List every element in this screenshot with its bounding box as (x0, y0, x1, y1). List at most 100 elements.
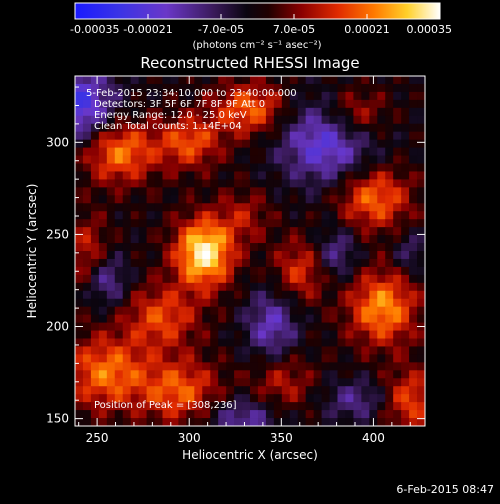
heatmap-cell (178, 171, 187, 180)
heatmap-cell (114, 282, 124, 292)
heatmap-cell (90, 314, 100, 323)
heatmap-cell (75, 378, 84, 387)
heatmap-cell (90, 187, 100, 196)
heatmap-cell (353, 338, 362, 347)
heatmap-cell (273, 203, 283, 212)
heatmap-cell (257, 76, 267, 85)
heatmap-cell (321, 211, 330, 220)
heatmap-cell (257, 155, 267, 164)
heatmap-cell (170, 266, 179, 276)
heatmap-cell (82, 115, 92, 125)
heatmap-cell (305, 147, 315, 156)
heatmap-cell (329, 394, 338, 403)
heatmap-cell (273, 99, 283, 109)
heatmap-cell (329, 163, 338, 172)
heatmap-cell (138, 378, 147, 387)
heatmap-cell (154, 418, 163, 427)
heatmap-cell (138, 163, 147, 172)
heatmap-cell (345, 76, 354, 85)
heatmap-cell (122, 402, 132, 411)
heatmap-cell (242, 378, 251, 387)
heatmap-cell (114, 115, 124, 125)
heatmap-cell (202, 394, 211, 403)
heatmap-cell (170, 155, 179, 164)
heatmap-cell (75, 386, 84, 395)
heatmap-cell (170, 163, 179, 172)
heatmap-cell (297, 266, 307, 276)
heatmap-cell (154, 402, 163, 411)
heatmap-cell (385, 282, 394, 292)
heatmap-cell (385, 203, 394, 212)
heatmap-cell (75, 314, 84, 323)
heatmap-cell (393, 99, 402, 109)
heatmap-cell (409, 418, 418, 427)
heatmap-cell (234, 251, 243, 260)
heatmap-cell (178, 83, 187, 93)
heatmap-cell (130, 107, 140, 117)
heatmap-cell (313, 394, 322, 403)
heatmap-cell (297, 211, 307, 220)
heatmap-cell (194, 131, 203, 141)
heatmap-cell (202, 91, 211, 101)
heatmap-cell (202, 243, 211, 252)
heatmap-cell (265, 155, 275, 164)
heatmap-cell (90, 330, 100, 339)
heatmap-cell (226, 306, 235, 316)
heatmap-cell (218, 410, 227, 419)
heatmap-cell (234, 115, 243, 125)
heatmap-cell (273, 179, 283, 188)
heatmap-cell (138, 258, 147, 268)
heatmap-cell (194, 203, 203, 212)
heatmap-cell (170, 203, 179, 212)
heatmap-cell (401, 203, 410, 212)
heatmap-cell (409, 298, 418, 308)
heatmap-cell (265, 314, 275, 323)
heatmap-cell (138, 107, 147, 117)
heatmap-cell (122, 179, 132, 188)
heatmap-cell (281, 378, 291, 387)
heatmap-cell (321, 235, 330, 244)
heatmap-cell (242, 99, 251, 109)
heatmap-cell (409, 76, 418, 85)
heatmap-cell (329, 243, 338, 252)
heatmap-cell (186, 378, 195, 387)
heatmap-cell (226, 378, 235, 387)
heatmap-cell (162, 378, 171, 387)
heatmap-cell (146, 219, 155, 228)
heatmap-cell (106, 378, 116, 387)
heatmap-cell (75, 394, 84, 403)
heatmap-cell (377, 282, 386, 292)
heatmap-cell (210, 378, 219, 387)
heatmap-cell (146, 123, 155, 133)
heatmap-cell (122, 107, 132, 117)
heatmap-cell (218, 131, 227, 141)
heatmap-cell (218, 83, 227, 93)
heatmap-cell (361, 91, 370, 101)
heatmap-cell (337, 314, 346, 323)
heatmap-cell (281, 115, 291, 125)
heatmap-cell (257, 322, 267, 331)
heatmap-cell (226, 187, 235, 196)
heatmap-cell (257, 266, 267, 276)
heatmap-cell (178, 274, 187, 284)
heatmap-cell (289, 171, 299, 180)
heatmap-cell (202, 195, 211, 204)
heatmap-cell (146, 251, 155, 260)
heatmap-cell (194, 338, 203, 347)
heatmap-cell (409, 290, 418, 300)
heatmap-cell (361, 338, 370, 347)
heatmap-cell (194, 290, 203, 300)
heatmap-cell (345, 115, 354, 125)
heatmap-cell (281, 354, 291, 363)
heatmap-cell (257, 115, 267, 125)
heatmap-cell (289, 402, 299, 411)
heatmap-cell (138, 155, 147, 164)
heatmap-cell (401, 179, 410, 188)
heatmap-cell (202, 251, 211, 260)
heatmap-cell (138, 147, 147, 156)
heatmap-cell (393, 203, 402, 212)
heatmap-cell (377, 203, 386, 212)
heatmap-cell (234, 394, 243, 403)
heatmap-cell (162, 386, 171, 395)
heatmap-cell (417, 99, 426, 109)
